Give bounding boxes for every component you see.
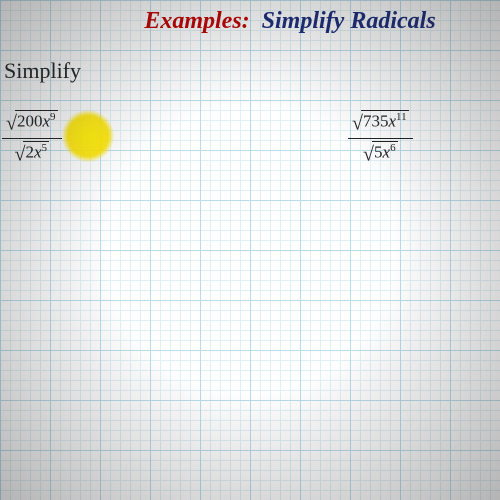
coeff-num-2: 735 — [363, 112, 389, 131]
numerator-2: √735x11 — [348, 110, 413, 138]
fraction-2: √735x11 √5x6 — [348, 110, 413, 166]
sqrt-num-2: √735x11 — [352, 110, 409, 136]
exp-den-2: 6 — [390, 142, 396, 154]
expression-1: √200x9 √2x5 — [2, 110, 62, 166]
exp-num-2: 11 — [396, 111, 407, 123]
numerator-1: √200x9 — [2, 110, 62, 138]
var-den-2: x — [383, 142, 391, 161]
denominator-2: √5x6 — [348, 138, 413, 167]
page-title: Examples: Simplify Radicals — [0, 8, 500, 35]
coeff-den-1: 2 — [25, 142, 34, 161]
coeff-den-2: 5 — [374, 142, 383, 161]
var-num-2: x — [388, 112, 396, 131]
sqrt-num-1: √200x9 — [6, 110, 58, 136]
title-examples: Examples: — [144, 8, 249, 34]
coeff-num-1: 200 — [17, 112, 43, 131]
sqrt-den-2: √5x6 — [363, 141, 398, 167]
expression-2: √735x11 √5x6 — [348, 110, 413, 166]
denominator-1: √2x5 — [2, 138, 62, 167]
var-den-1: x — [34, 142, 42, 161]
exp-num-1: 9 — [50, 111, 56, 123]
instruction-label: Simplify — [4, 58, 81, 84]
fraction-1: √200x9 √2x5 — [2, 110, 62, 166]
radicand-num-2: 735x11 — [361, 110, 409, 132]
var-num-1: x — [42, 112, 50, 131]
exp-den-1: 5 — [42, 142, 48, 154]
radicand-den-1: 2x5 — [23, 141, 49, 163]
radicand-num-1: 200x9 — [15, 110, 58, 132]
radicand-den-2: 5x6 — [372, 141, 398, 163]
title-simplify-radicals: Simplify Radicals — [262, 8, 436, 34]
sqrt-den-1: √2x5 — [15, 141, 50, 167]
